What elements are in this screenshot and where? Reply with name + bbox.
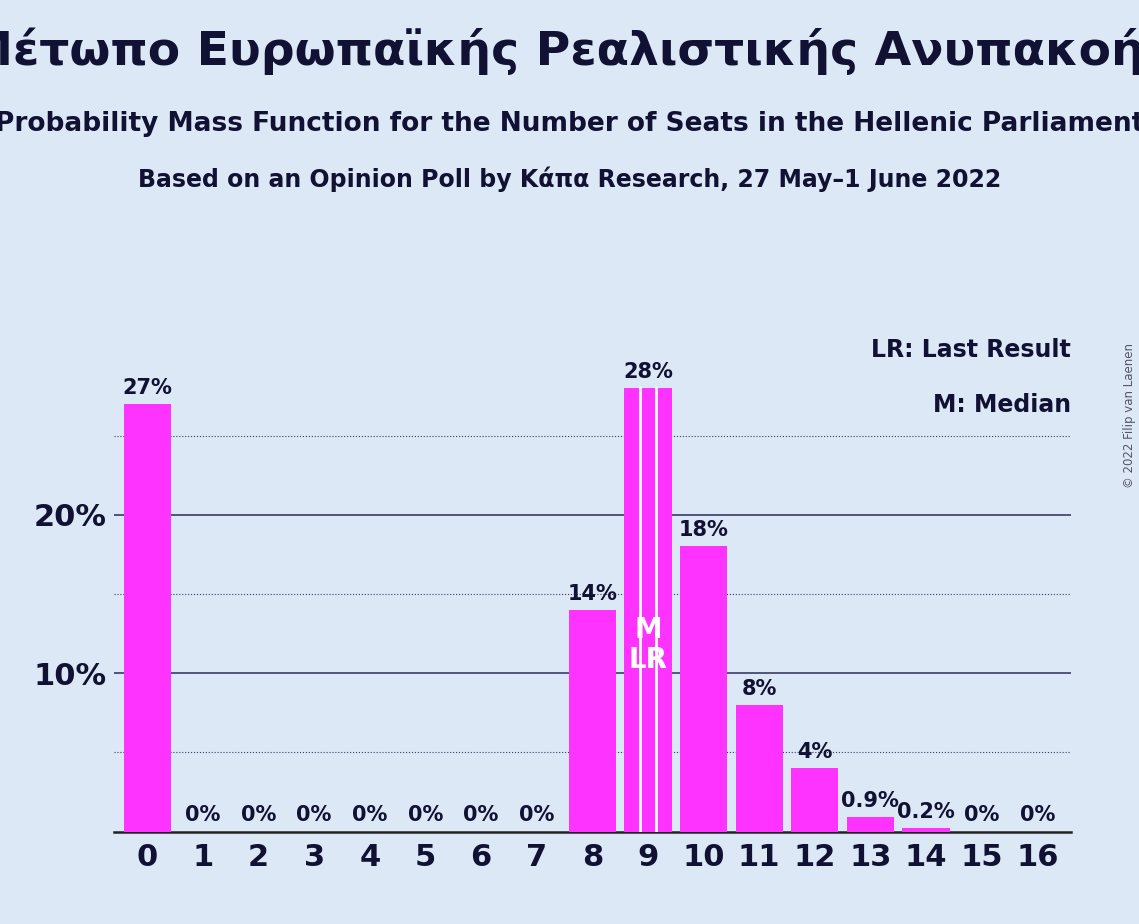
Bar — [624, 388, 672, 832]
Bar — [792, 768, 838, 832]
Text: M
LR: M LR — [629, 616, 667, 675]
Text: 0%: 0% — [240, 805, 277, 825]
Text: 0.9%: 0.9% — [842, 791, 900, 811]
Text: 0%: 0% — [352, 805, 387, 825]
Bar — [846, 818, 894, 832]
Text: 18%: 18% — [679, 520, 729, 541]
Text: 0%: 0% — [464, 805, 499, 825]
Text: Μέτωπο Ευρωπαϊκής Ρεαλιστικής Ανυπακοής: Μέτωπο Ευρωπαϊκής Ρεαλιστικής Ανυπακοής — [0, 28, 1139, 75]
Text: 4%: 4% — [797, 742, 833, 762]
Text: 28%: 28% — [623, 361, 673, 382]
Text: LR: Last Result: LR: Last Result — [871, 337, 1071, 361]
Text: 0%: 0% — [519, 805, 555, 825]
Bar — [736, 705, 782, 832]
Text: 0%: 0% — [964, 805, 999, 825]
Bar — [680, 546, 727, 832]
Text: Probability Mass Function for the Number of Seats in the Hellenic Parliament: Probability Mass Function for the Number… — [0, 111, 1139, 137]
Bar — [902, 829, 950, 832]
Text: 0.2%: 0.2% — [898, 802, 954, 822]
Text: M: Median: M: Median — [933, 393, 1071, 417]
Text: 0%: 0% — [1019, 805, 1055, 825]
Text: 0%: 0% — [296, 805, 331, 825]
Text: © 2022 Filip van Laenen: © 2022 Filip van Laenen — [1123, 344, 1137, 488]
Text: 27%: 27% — [122, 378, 172, 397]
Text: 14%: 14% — [567, 583, 617, 603]
Text: 0%: 0% — [186, 805, 221, 825]
Bar — [568, 610, 616, 832]
Text: Based on an Opinion Poll by Κάπα Research, 27 May–1 June 2022: Based on an Opinion Poll by Κάπα Researc… — [138, 166, 1001, 192]
Text: 0%: 0% — [408, 805, 443, 825]
Text: 8%: 8% — [741, 678, 777, 699]
Bar — [124, 404, 171, 832]
